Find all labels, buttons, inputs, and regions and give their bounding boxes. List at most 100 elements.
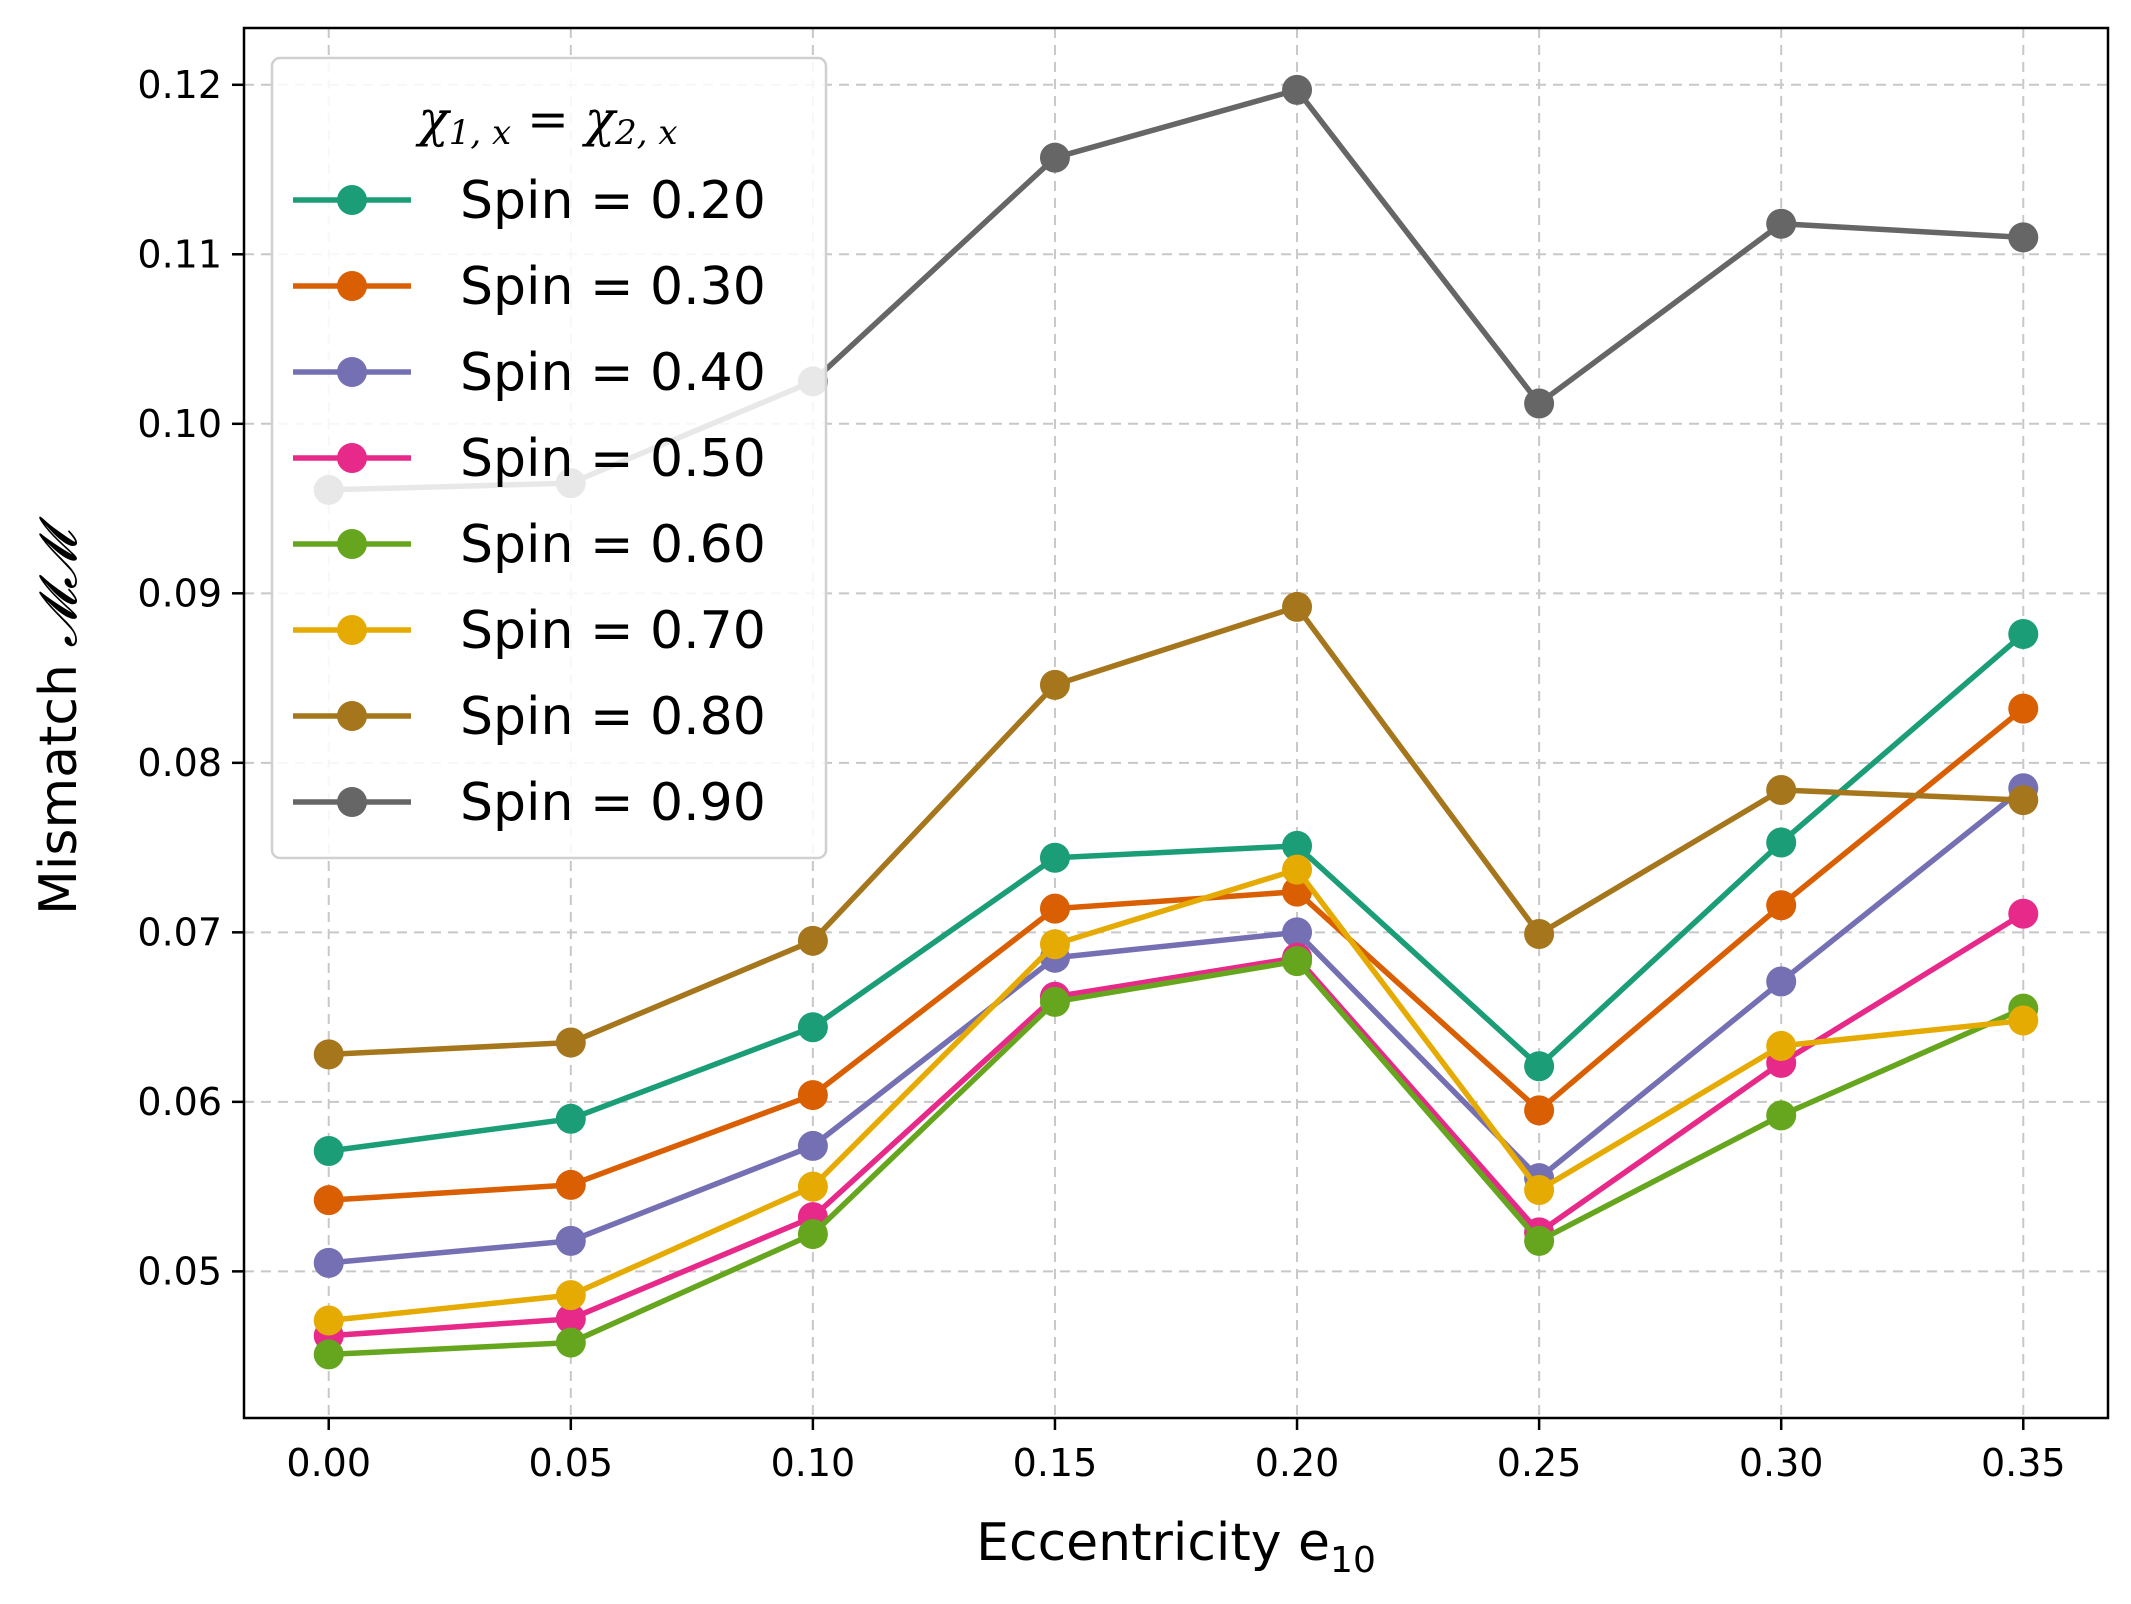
x-tick-label: 0.05 <box>529 1441 614 1485</box>
data-point <box>1766 208 1797 239</box>
data-point <box>1766 966 1797 997</box>
x-tick-label: 0.15 <box>1013 1441 1098 1485</box>
data-point <box>555 1225 586 1256</box>
plot-frame <box>242 26 2110 1420</box>
data-point <box>555 1280 586 1311</box>
legend-marker-swatch <box>337 787 367 817</box>
data-point <box>1766 890 1797 921</box>
data-point <box>1524 1095 1555 1126</box>
y-tick-label: 0.05 <box>137 1249 222 1293</box>
data-point <box>1039 893 1070 924</box>
data-point <box>313 1305 344 1336</box>
series-line <box>328 958 2025 1358</box>
series-group <box>313 74 2039 1370</box>
data-point <box>313 1247 344 1278</box>
legend-label: Spin = 0.80 <box>460 687 766 747</box>
data-point <box>1282 917 1313 948</box>
data-point <box>797 1012 828 1043</box>
legend-entries: Spin = 0.20 Spin = 0.30 Spin = 0.40 Spin = … <box>293 171 766 833</box>
legend-entry: Spin = 0.30 <box>293 257 766 317</box>
series-group <box>313 693 2039 1216</box>
data-point <box>555 1169 586 1200</box>
data-point <box>1524 1225 1555 1256</box>
data-point <box>1524 388 1555 419</box>
data-point <box>2008 693 2039 724</box>
series-group <box>313 946 2039 1370</box>
legend-entry: Spin = 0.40 <box>293 343 766 403</box>
data-point <box>555 1327 586 1358</box>
data-point <box>1766 827 1797 858</box>
data-point <box>2008 619 2039 650</box>
legend-entry: Spin = 0.50 <box>293 429 766 489</box>
data-point <box>1524 1175 1555 1206</box>
series-line <box>328 604 2024 1058</box>
y-axis-label: Mismatch 𝓜𝓜 <box>29 516 89 915</box>
data-point <box>555 1103 586 1134</box>
legend-marker-swatch <box>337 701 367 731</box>
y-tick-label: 0.06 <box>137 1080 222 1124</box>
y-tick-label: 0.07 <box>137 910 222 954</box>
legend-marker-swatch <box>337 271 367 301</box>
x-tick-label: 0.10 <box>771 1441 856 1485</box>
data-point <box>797 1130 828 1161</box>
data-point <box>313 1185 344 1216</box>
series-line <box>328 631 2026 1154</box>
data-point <box>2008 222 2039 253</box>
legend-label: Spin = 0.30 <box>460 257 766 317</box>
data-point <box>1282 591 1313 622</box>
legend-entry: Spin = 0.90 <box>293 773 766 833</box>
data-point <box>1766 1030 1797 1061</box>
data-point <box>797 1080 828 1111</box>
data-point <box>1524 919 1555 950</box>
data-point <box>1039 929 1070 960</box>
x-axis-ticks: 0.00 0.05 0.10 0.15 0.20 0.25 0.30 0.35 <box>286 1418 2066 1485</box>
legend-marker-swatch <box>337 185 367 215</box>
y-tick-label: 0.10 <box>137 402 222 446</box>
data-point <box>797 1171 828 1202</box>
legend-label: Spin = 0.90 <box>460 773 766 833</box>
legend-label: Spin = 0.50 <box>460 429 766 489</box>
series-line <box>328 911 2025 1339</box>
y-axis-ticks: 0.05 0.06 0.07 0.08 0.09 0.10 0.11 0.12 <box>137 63 244 1293</box>
y-tick-label: 0.11 <box>137 232 222 276</box>
y-tick-label: 0.09 <box>137 571 222 615</box>
data-point <box>555 1303 586 1334</box>
legend-marker-swatch <box>337 615 367 645</box>
data-point <box>1282 830 1313 861</box>
data-point <box>555 1027 586 1058</box>
data-point <box>2008 785 2039 816</box>
data-point <box>1039 842 1070 873</box>
legend-marker-swatch <box>337 443 367 473</box>
series-line <box>328 866 2024 1324</box>
data-point <box>2008 1005 2039 1036</box>
x-tick-label: 0.25 <box>1497 1441 1582 1485</box>
data-point <box>1524 1051 1555 1082</box>
data-point <box>797 1219 828 1250</box>
data-point <box>1282 74 1313 105</box>
x-axis-label: Eccentricity e10 <box>976 1513 1376 1581</box>
legend-box <box>270 56 828 860</box>
data-point <box>1039 986 1070 1017</box>
legend-label: Spin = 0.40 <box>460 343 766 403</box>
series-line <box>328 786 2025 1266</box>
legend-entry: Spin = 0.80 <box>293 687 766 747</box>
y-tick-label: 0.12 <box>137 63 222 107</box>
data-point <box>1039 669 1070 700</box>
data-point <box>2008 898 2039 929</box>
legend-entry: Spin = 0.20 <box>293 171 766 231</box>
data-point <box>1039 142 1070 173</box>
series-group <box>313 619 2039 1167</box>
x-tick-label: 0.20 <box>1255 1441 1340 1485</box>
x-tick-label: 0.30 <box>1739 1441 1824 1485</box>
data-point <box>1282 946 1313 977</box>
legend-label: Spin = 0.60 <box>460 515 766 575</box>
data-point <box>1766 1100 1797 1131</box>
legend-marker-swatch <box>337 357 367 387</box>
legend-label: Spin = 0.20 <box>460 171 766 231</box>
series-line <box>328 706 2026 1203</box>
data-point <box>797 925 828 956</box>
data-point <box>313 1339 344 1370</box>
series-group <box>313 854 2039 1336</box>
